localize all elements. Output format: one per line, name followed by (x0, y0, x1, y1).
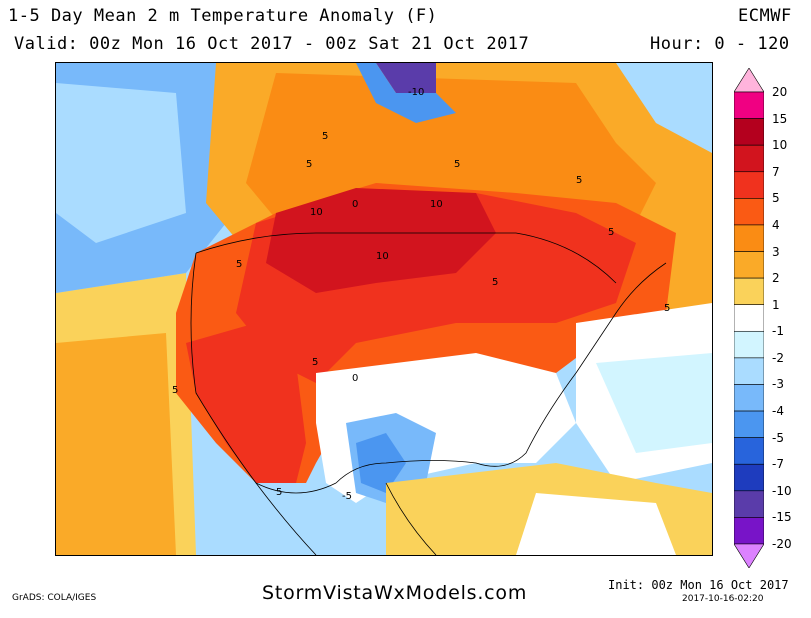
colorbar-label: -7 (772, 457, 784, 472)
north-pacific-light (56, 83, 186, 243)
contour-label: 10 (430, 199, 443, 210)
contour-label: 5 (322, 131, 328, 142)
caribbean-neutral (516, 493, 676, 555)
mexico-east-coast (385, 482, 437, 555)
colorbar-label: -20 (772, 537, 792, 551)
colorbar-label: 10 (772, 138, 788, 153)
colorbar-block (734, 277, 764, 306)
contour-label: 0 (352, 199, 358, 210)
colorbar-label: 20 (772, 85, 788, 99)
contour-label: 10 (376, 251, 389, 262)
west-red (186, 323, 306, 483)
colorbar-label: -10 (772, 483, 792, 498)
contour-label: -5 (342, 491, 352, 502)
colorbar-block (734, 251, 764, 279)
colorbar (734, 68, 764, 568)
map-canvas: -10 5 5 5 5 10 10 10 5 5 5 5 0 5 5 -5 5 … (56, 63, 712, 555)
colorbar-label: -5 (772, 430, 784, 445)
mexico-west-coast (255, 482, 317, 555)
colorbar-block (734, 330, 764, 359)
pacific-orange-region (56, 333, 176, 555)
colorbar-label: 7 (772, 164, 780, 179)
contour-label: 5 (312, 357, 318, 368)
colorbar-block (734, 91, 764, 119)
arctic-cool (356, 63, 456, 123)
contour-label: -10 (408, 87, 424, 98)
colorbar-label: 15 (772, 111, 788, 126)
colorbar-block (734, 357, 764, 385)
colorbar-label: 2 (772, 271, 780, 286)
generated-timestamp: 2017-10-16-02:20 (682, 594, 764, 604)
colorbar-label: 4 (772, 217, 780, 232)
atlantic-light (596, 353, 712, 453)
colorbar-block (734, 490, 764, 518)
colorbar-block (734, 118, 764, 146)
colorbar-block (734, 410, 764, 438)
colorbar-block (734, 224, 764, 252)
contour-label: 5 (172, 385, 178, 396)
site-name: StormVistaWxModels.com (262, 582, 528, 604)
colorbar-block (734, 437, 764, 465)
colorbar-label: -3 (772, 377, 784, 392)
valid-period: Valid: 00z Mon 16 Oct 2017 - 00z Sat 21 … (14, 34, 530, 54)
us-west-coast (190, 252, 337, 494)
colorbar-blocks (734, 68, 764, 568)
us-canada-border (195, 232, 617, 284)
colorbar-label: -2 (772, 350, 784, 365)
colorbar-block (734, 198, 764, 226)
contour-label: 5 (608, 227, 614, 238)
contour-label: 5 (306, 159, 312, 170)
contour-label: 0 (352, 373, 358, 384)
forecast-hour: Hour: 0 - 120 (650, 34, 790, 54)
warm-core-deep-red (266, 188, 496, 293)
colorbar-top-cap (734, 68, 764, 93)
colorbar-block (734, 171, 764, 199)
east-coast (575, 262, 667, 374)
colorbar-block (734, 144, 764, 173)
contour-label: 5 (276, 487, 282, 498)
colorbar-label: -1 (772, 324, 784, 339)
colorbar-bottom-cap (734, 543, 764, 568)
colorbar-block (734, 304, 764, 332)
map-title: 1-5 Day Mean 2 m Temperature Anomaly (F) (8, 6, 438, 26)
init-time: Init: 00z Mon 16 Oct 2017 (608, 578, 789, 592)
colorbar-label: -4 (772, 404, 784, 419)
colorbar-label: 5 (772, 191, 780, 206)
contour-label: 10 (310, 207, 323, 218)
colorbar-label: -15 (772, 510, 792, 525)
contour-label: 5 (454, 159, 460, 170)
colorbar-block (734, 517, 764, 545)
model-name: ECMWF (738, 6, 792, 26)
colorbar-block (734, 384, 764, 412)
colorbar-block (734, 463, 764, 492)
contour-label: 5 (576, 175, 582, 186)
contour-label: 5 (492, 277, 498, 288)
grads-credit: GrADS: COLA/IGES (12, 593, 97, 603)
gulf-coast (335, 372, 577, 484)
contour-label: 5 (664, 303, 670, 314)
contour-labels: -10 5 5 5 5 10 10 10 5 5 5 5 0 5 5 -5 5 … (172, 87, 670, 502)
colorbar-label: 1 (772, 297, 780, 312)
temperature-anomaly-map: -10 5 5 5 5 10 10 10 5 5 5 5 0 5 5 -5 5 … (55, 62, 713, 556)
boundary-lines (190, 232, 667, 555)
contour-label: 5 (236, 259, 242, 270)
colorbar-label: 3 (772, 244, 780, 259)
